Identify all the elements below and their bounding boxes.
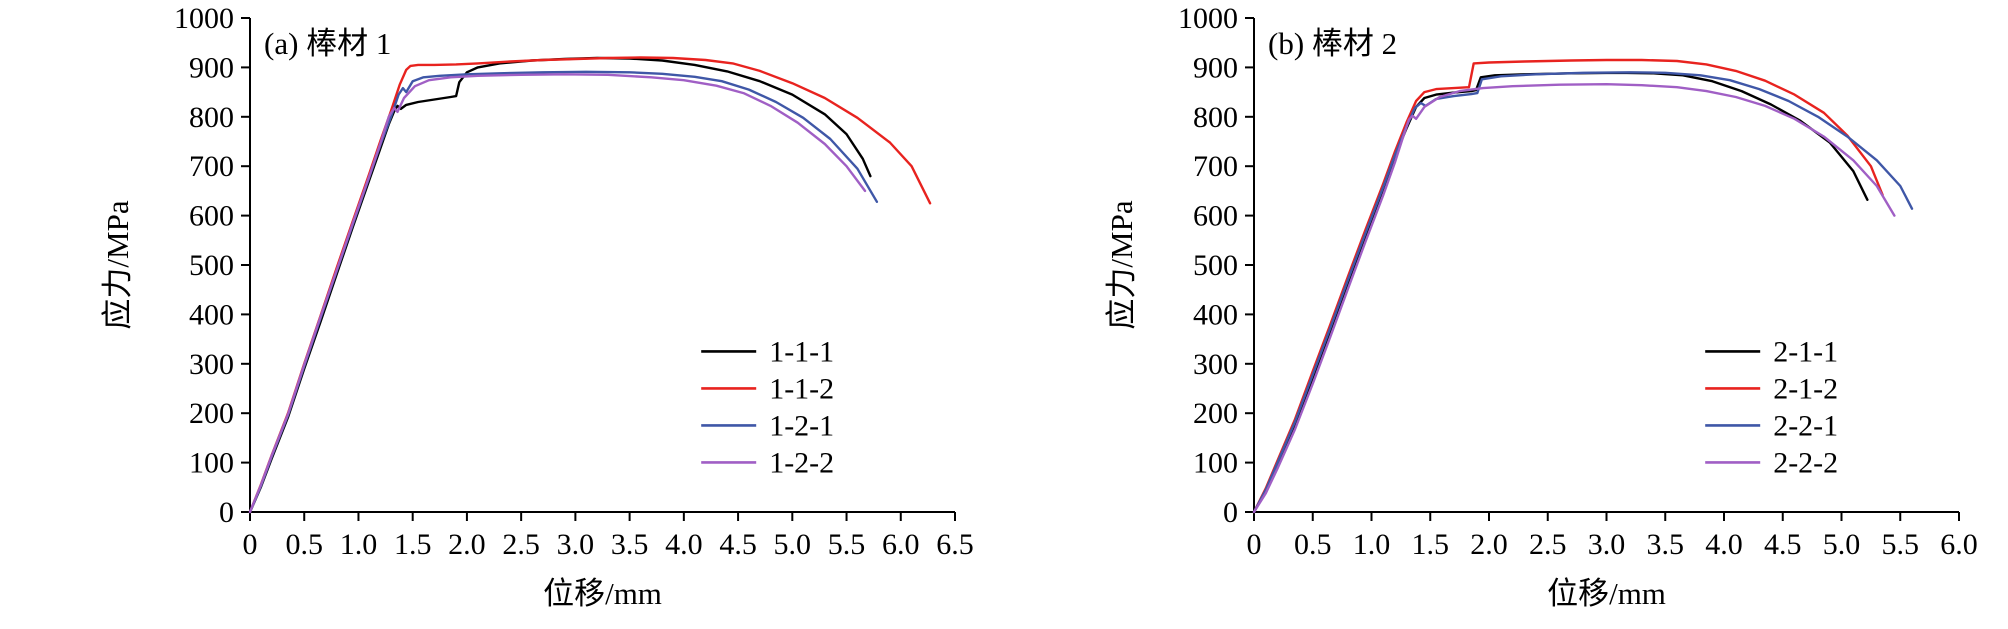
x-tick-label: 3.5 <box>611 528 649 561</box>
x-tick-label: 3.0 <box>1588 528 1626 561</box>
series-line-1-2-2 <box>248 73 867 514</box>
y-tick-label: 400 <box>1193 298 1238 331</box>
x-axis-label: 位移/mm <box>1547 576 1666 611</box>
y-tick-label: 900 <box>1193 51 1238 84</box>
x-tick-label: 5.0 <box>774 528 812 561</box>
legend-label-2-2-1: 2-2-1 <box>1773 409 1838 442</box>
series-line-2-2-1 <box>1252 71 1914 514</box>
y-tick-label: 600 <box>189 200 234 233</box>
x-tick-label: 4.5 <box>1764 528 1802 561</box>
y-tick-label: 1000 <box>174 2 234 35</box>
x-tick-label: 2.0 <box>448 528 486 561</box>
x-tick-label: 4.0 <box>665 528 703 561</box>
x-tick-label: 2.0 <box>1470 528 1508 561</box>
y-tick-label: 300 <box>189 348 234 381</box>
y-tick-label: 800 <box>1193 101 1238 134</box>
x-tick-label: 4.0 <box>1705 528 1743 561</box>
series-line-2-2-2 <box>1252 82 1896 514</box>
legend-label-1-1-2: 1-1-2 <box>769 372 834 405</box>
x-tick-label: 2.5 <box>1529 528 1567 561</box>
x-tick-label: 5.5 <box>828 528 866 561</box>
legend-label-2-2-2: 2-2-2 <box>1773 446 1838 479</box>
x-tick-label: 0.5 <box>285 528 323 561</box>
panel-title: (a) 棒材 1 <box>264 26 391 61</box>
panel-title: (b) 棒材 2 <box>1268 26 1397 61</box>
legend-label-2-1-2: 2-1-2 <box>1773 372 1838 405</box>
x-tick-label: 1.5 <box>394 528 432 561</box>
legend-label-1-2-2: 1-2-2 <box>769 446 834 479</box>
x-axis-label: 位移/mm <box>543 576 662 611</box>
chart-svg-b: 0 0.5 1.0 1.5 2.0 2.5 3.0 3.5 4.0 4.5 5.0 5.5 6.0 0 10… <box>1104 2 1978 611</box>
y-tick-label: 200 <box>1193 397 1238 430</box>
x-tick-label: 3.0 <box>557 528 595 561</box>
y-tick-label: 100 <box>189 447 234 480</box>
legend-label-2-1-1: 2-1-1 <box>1773 335 1838 368</box>
y-tick-label: 700 <box>1193 150 1238 183</box>
series-line-1-1-2 <box>248 56 932 514</box>
axes <box>249 18 955 513</box>
y-tick-label: 200 <box>189 397 234 430</box>
x-tick-label: 6.0 <box>1940 528 1978 561</box>
y-tick-label: 500 <box>1193 249 1238 282</box>
legend-label-1-1-1: 1-1-1 <box>769 335 834 368</box>
x-tick-label: 6.0 <box>882 528 920 561</box>
chart-panel-a: 0 0.5 1.0 1.5 2.0 2.5 3.0 3.5 4.0 4.5 5.0 5.5 6.0 6.5… <box>100 2 974 611</box>
x-tick-label: 0.5 <box>1294 528 1332 561</box>
series-line-1-1-1 <box>248 56 872 514</box>
y-tick-label: 1000 <box>1178 2 1238 35</box>
chart-panel-b: 0 0.5 1.0 1.5 2.0 2.5 3.0 3.5 4.0 4.5 5.0 5.5 6.0 0 10… <box>1004 0 2008 629</box>
x-tick-label: 5.5 <box>1882 528 1920 561</box>
y-tick-label: 300 <box>1193 348 1238 381</box>
y-axis-label: 应力/MPa <box>100 200 135 329</box>
y-tick-label: 700 <box>189 150 234 183</box>
x-tick-label: 1.0 <box>1353 528 1391 561</box>
x-tick-label: 1.0 <box>340 528 378 561</box>
y-tick-label: 600 <box>1193 200 1238 233</box>
x-tick-label: 0 <box>243 528 258 561</box>
y-tick-label: 900 <box>189 51 234 84</box>
legend-label-1-2-1: 1-2-1 <box>769 409 834 442</box>
x-tick-label: 5.0 <box>1823 528 1861 561</box>
y-axis-label: 应力/MPa <box>1104 200 1139 329</box>
axes <box>1253 18 1959 513</box>
y-tick-label: 800 <box>189 101 234 134</box>
y-tick-label: 400 <box>189 298 234 331</box>
x-tick-label: 4.5 <box>719 528 757 561</box>
y-tick-label: 0 <box>1223 496 1238 529</box>
x-tick-label: 1.5 <box>1412 528 1450 561</box>
x-tick-label: 2.5 <box>502 528 540 561</box>
y-tick-label: 100 <box>1193 447 1238 480</box>
y-tick-label: 500 <box>189 249 234 282</box>
x-tick-label: 0 <box>1247 528 1262 561</box>
y-tick-label: 0 <box>219 496 234 529</box>
x-tick-label: 6.5 <box>936 528 974 561</box>
x-tick-label: 3.5 <box>1647 528 1685 561</box>
chart-svg-a: 0 0.5 1.0 1.5 2.0 2.5 3.0 3.5 4.0 4.5 5.0 5.5 6.0 6.5… <box>100 2 974 611</box>
